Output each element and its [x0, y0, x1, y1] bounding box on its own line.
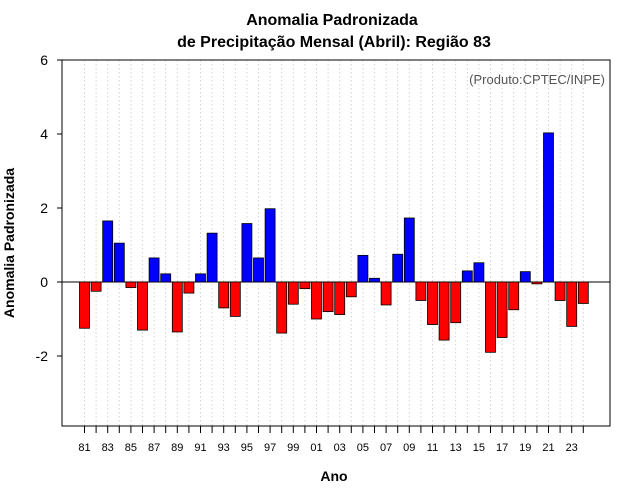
y-tick-label-4: 4 [40, 126, 48, 142]
source-annotation: (Produto:CPTEC/INPE) [469, 72, 605, 87]
bar-81 [79, 281, 90, 329]
x-tick-label-05: 05 [357, 442, 369, 454]
bar-82 [90, 281, 102, 292]
x-tick-label-07: 07 [380, 442, 392, 454]
x-tick-label-09: 09 [403, 442, 415, 454]
chart-title-line2: de Precipitação Mensal (Abril): Região 8… [177, 34, 491, 51]
bar-93 [218, 281, 230, 309]
x-tick-label-23: 23 [566, 442, 578, 454]
x-tick-label-93: 93 [218, 442, 230, 454]
x-tick-label-13: 13 [450, 442, 462, 454]
bar-84 [113, 242, 125, 283]
x-tick-label-89: 89 [171, 442, 183, 454]
bar-23 [566, 281, 578, 327]
bar-96 [253, 257, 264, 283]
bar-16 [485, 281, 496, 353]
bar-24 [577, 281, 589, 304]
bar-92 [206, 232, 218, 283]
bar-07 [380, 281, 392, 306]
grid [84, 60, 584, 426]
x-tick-label-83: 83 [102, 442, 114, 454]
bar-00 [299, 281, 311, 290]
bar-11 [427, 281, 438, 325]
bar-94 [229, 281, 241, 317]
bar-86 [137, 281, 148, 331]
bar-12 [438, 281, 450, 341]
bar-99 [287, 281, 299, 305]
x-tick-label-85: 85 [125, 442, 137, 454]
bar-98 [276, 281, 288, 334]
bar-03 [334, 281, 346, 315]
y-axis: -2 0 2 4 6 [36, 52, 62, 364]
x-tick-label-11: 11 [427, 442, 438, 454]
bar-06 [369, 277, 380, 283]
bar-04 [345, 281, 357, 298]
x-tick-label-81: 81 [78, 442, 90, 454]
bar-02 [322, 281, 334, 313]
bar-85 [125, 281, 137, 288]
x-tick-label-95: 95 [241, 442, 253, 454]
x-tick-label-03: 03 [334, 442, 346, 454]
x-tick-label-91: 91 [194, 442, 206, 454]
bar-83 [102, 220, 114, 283]
y-tick-label-0: 0 [40, 274, 48, 290]
bar-19 [519, 271, 531, 283]
bar-21 [543, 132, 554, 283]
bar-01 [311, 281, 322, 320]
bar-20 [531, 281, 543, 285]
x-tick-label-99: 99 [287, 442, 299, 454]
x-tick-label-21: 21 [542, 442, 554, 454]
y-tick-label-2: 2 [40, 200, 48, 216]
bar-14 [461, 270, 473, 283]
x-tick-label-15: 15 [473, 442, 485, 454]
chart-title-line1: Anomalia Padronizada [246, 12, 418, 29]
bar-95 [241, 223, 253, 283]
bar-10 [415, 281, 427, 301]
plot-frame [61, 59, 611, 427]
bar-15 [473, 262, 485, 283]
x-tick-label-19: 19 [519, 442, 531, 454]
y-axis-label: Anomalia Padronizada [1, 168, 17, 318]
bar-08 [392, 253, 404, 283]
x-tick-label-01: 01 [310, 442, 322, 454]
x-axis-label: Ano [320, 468, 347, 484]
x-tick-label-87: 87 [148, 442, 160, 454]
bar-88 [160, 273, 172, 283]
bar-18 [508, 281, 520, 311]
bars [79, 132, 589, 353]
bar-09 [403, 217, 415, 283]
x-tick-label-97: 97 [264, 442, 276, 454]
x-axis: 81 83 85 87 89 91 93 95 97 99 01 03 05 07 09 11 13 15 17 19… [78, 426, 584, 454]
bar-13 [450, 281, 462, 324]
bar-05 [357, 254, 369, 283]
bar-91 [195, 273, 206, 283]
bar-97 [264, 208, 276, 283]
bar-90 [183, 281, 195, 294]
y-tick-label-6: 6 [40, 52, 48, 68]
bar-89 [171, 281, 183, 333]
y-tick-label--2: -2 [36, 348, 49, 364]
bar-17 [496, 281, 508, 338]
bar-87 [148, 257, 160, 283]
bar-22 [554, 281, 566, 301]
x-tick-label-17: 17 [496, 442, 508, 454]
